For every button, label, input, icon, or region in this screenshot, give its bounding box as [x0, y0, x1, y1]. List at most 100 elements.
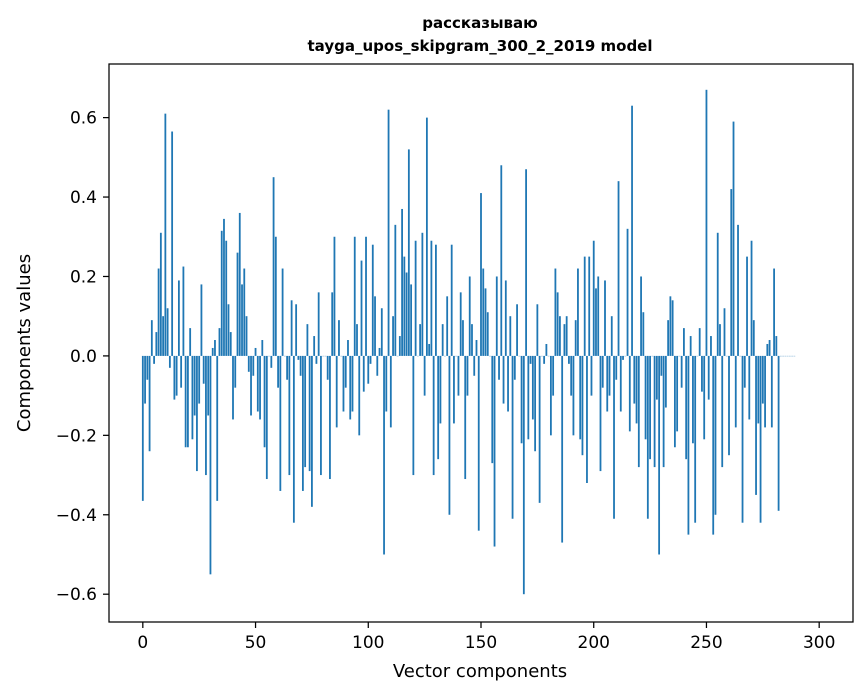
y-ticks: −0.6 −0.4 −0.2 0.0 0.2 0.4 0.6 [56, 109, 109, 605]
bar [599, 355, 602, 472]
bar [719, 324, 721, 356]
bar [633, 355, 636, 404]
bar [342, 355, 345, 412]
bar [207, 355, 210, 416]
bar [527, 355, 530, 440]
bar [475, 340, 478, 356]
bar [272, 177, 275, 356]
bar [658, 355, 661, 555]
bar [220, 230, 223, 356]
bar [640, 276, 642, 356]
bar [349, 355, 352, 420]
bar [238, 212, 241, 356]
bar [554, 268, 557, 356]
bar [164, 113, 167, 356]
bar [473, 355, 476, 376]
bar [187, 355, 189, 448]
x-tick-label: 0 [137, 633, 148, 653]
bar [728, 355, 730, 456]
bar [394, 224, 397, 356]
bar [509, 316, 512, 356]
bar [737, 224, 739, 356]
bar [572, 355, 575, 436]
bar [245, 316, 248, 356]
bar [353, 236, 356, 356]
bar [175, 355, 178, 396]
bar [538, 355, 541, 503]
x-ticks: 0 50 100 150 200 250 300 [137, 622, 835, 653]
bar [642, 312, 645, 356]
bar [437, 355, 440, 460]
bar [601, 355, 604, 388]
bar [320, 355, 322, 476]
bar [595, 288, 597, 356]
bar [714, 355, 717, 515]
bar [486, 312, 489, 356]
y-tick-label: −0.4 [56, 506, 97, 526]
bar [146, 355, 149, 380]
bar [311, 355, 313, 507]
bar [453, 355, 455, 424]
bar [421, 232, 424, 356]
bar [236, 252, 239, 356]
bar [292, 355, 295, 523]
bar [385, 355, 388, 412]
bar [590, 355, 593, 396]
bar [615, 355, 618, 380]
bar [286, 355, 289, 380]
bar [234, 355, 237, 388]
bar [166, 308, 169, 356]
bar [241, 284, 243, 356]
bar [383, 355, 385, 555]
bar [468, 276, 471, 356]
bar [338, 320, 340, 356]
bar [211, 347, 214, 356]
bar [484, 288, 487, 356]
bar [746, 256, 748, 356]
bar [439, 355, 442, 424]
bar [297, 355, 300, 360]
bar [480, 193, 482, 356]
bar [450, 244, 453, 356]
bar [344, 355, 347, 388]
bar [313, 336, 316, 356]
bar [380, 308, 383, 356]
bar [369, 355, 372, 364]
bar [637, 355, 640, 468]
bar [743, 355, 746, 388]
bar [491, 355, 494, 464]
bar [529, 355, 532, 364]
bar [270, 355, 273, 368]
bar [356, 324, 358, 356]
bar [229, 332, 232, 356]
bar [534, 355, 537, 452]
bar [274, 236, 277, 356]
bar [279, 355, 282, 491]
x-axis-label: Vector components [393, 661, 567, 682]
bar [150, 320, 153, 356]
bar [563, 324, 566, 356]
bar [613, 355, 615, 519]
bar [265, 355, 268, 480]
bar [403, 256, 406, 356]
bar [608, 355, 611, 396]
bar [520, 355, 523, 444]
bar [604, 280, 606, 356]
bar [577, 268, 579, 356]
bar [218, 328, 221, 356]
bar [513, 355, 516, 380]
bar [710, 336, 712, 356]
bar [504, 280, 507, 356]
bar [556, 292, 559, 356]
bar [712, 355, 715, 535]
bar [308, 355, 311, 472]
bar [471, 324, 473, 356]
bar [676, 355, 679, 432]
bar [155, 332, 158, 356]
bar [552, 355, 555, 396]
x-tick-label: 250 [690, 633, 722, 653]
bar [360, 260, 363, 356]
bar [263, 355, 266, 448]
bar [477, 355, 480, 531]
